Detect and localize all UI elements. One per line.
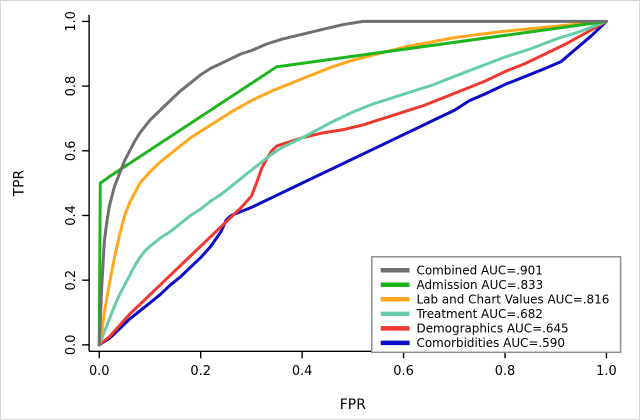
y-tick-label: 0.2 [64,270,79,291]
plot-area: 0.0 0.2 0.4 0.6 0.8 1.0 0.0 0.2 0.4 0.6 0.8 1.0 Comb… [64,11,622,379]
legend-item-label: Treatment AUC=.682 [416,307,543,321]
x-tick-label: 0.0 [89,364,110,379]
x-axis-label: FPR [340,397,366,413]
legend-item-label: Demographics AUC=.645 [417,322,569,336]
x-tick-label: 0.4 [292,364,313,379]
series-line-0 [97,19,608,347]
y-tick-label: 1.0 [64,11,79,32]
legend-item-label: Admission AUC=.833 [417,278,544,292]
legend-item-label: Combined AUC=.901 [417,263,543,277]
y-tick-label: 0.4 [64,205,79,226]
legend-item-label: Comorbidities AUC=.590 [417,336,565,350]
legend-box [371,256,622,354]
legend-item-label: Lab and Chart Values AUC=.816 [417,292,610,306]
x-tick-label: 0.8 [495,364,516,379]
y-axis-label: TPR [11,170,27,198]
x-tick-label: 1.0 [596,364,617,379]
series-line-3 [97,19,608,347]
y-tick-label: 0.6 [64,141,79,162]
y-tick-label: 0.0 [64,335,79,356]
x-tick-label: 0.6 [393,364,414,379]
x-tick-label: 0.2 [190,364,211,379]
y-tick-label: 0.8 [64,76,79,97]
series-line-1 [97,19,608,347]
series-line-5 [97,19,608,347]
